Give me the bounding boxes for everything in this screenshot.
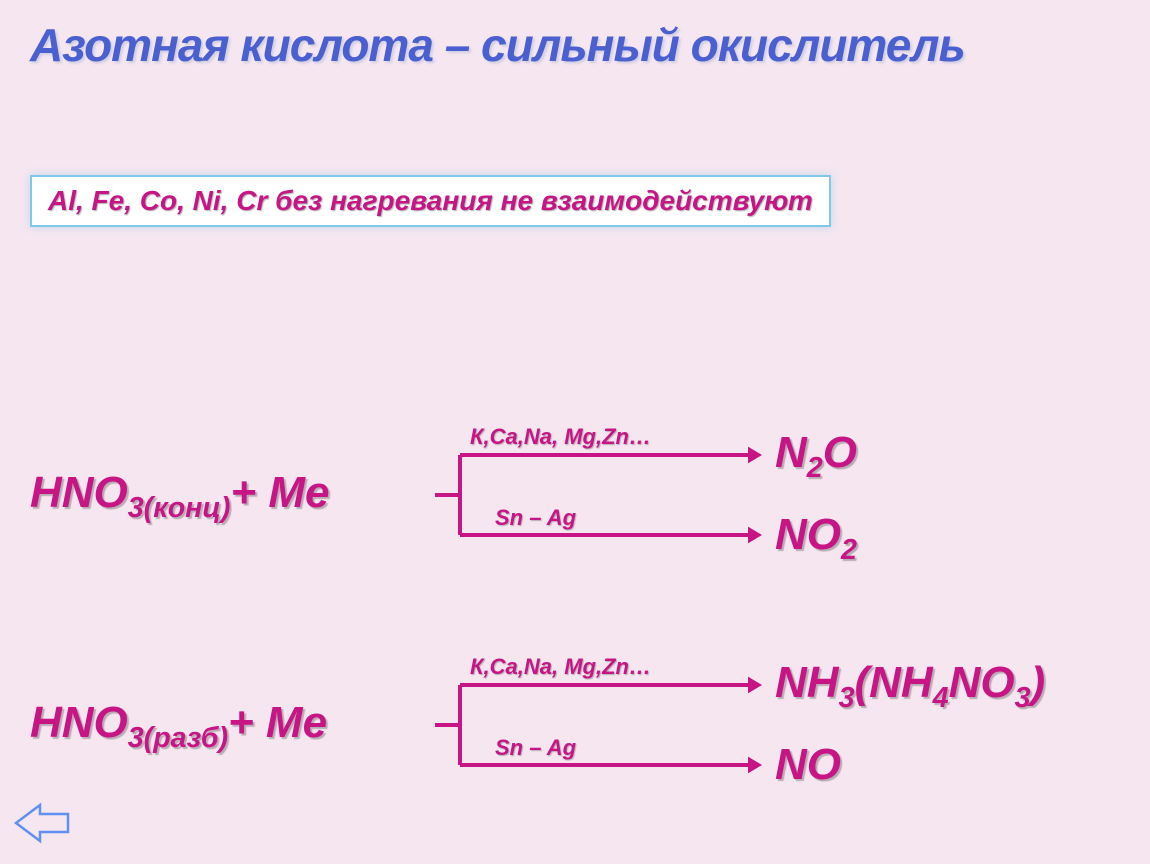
reaction-concentrated: HNO3(конц)+ Me К,Ca,Na, Mg,Zn… Sn – Ag N… — [30, 420, 1120, 570]
reaction-dilute: HNO3(разб)+ Me К,Ca,Na, Mg,Zn… Sn – Ag N… — [30, 650, 1120, 800]
info-box-text: Al, Fe, Co, Ni, Cr без нагревания не вза… — [48, 185, 813, 216]
page-title: Азотная кислота – сильный окислитель — [30, 18, 965, 72]
condition-2-bot: Sn – Ag — [495, 735, 576, 761]
nav-back-button[interactable] — [12, 799, 72, 852]
product-2-bot: NO — [775, 740, 841, 790]
condition-1-bot: Sn – Ag — [495, 505, 576, 531]
condition-1-top: К,Ca,Na, Mg,Zn… — [470, 424, 651, 450]
product-1-bot: NO2 — [775, 510, 857, 560]
product-2-top: NH3(NH4NO3) — [775, 658, 1045, 708]
info-box: Al, Fe, Co, Ni, Cr без нагревания не вза… — [30, 175, 831, 227]
arrow-left-icon — [12, 799, 72, 847]
condition-2-top: К,Ca,Na, Mg,Zn… — [470, 654, 651, 680]
product-1-top: N2O — [775, 428, 857, 478]
